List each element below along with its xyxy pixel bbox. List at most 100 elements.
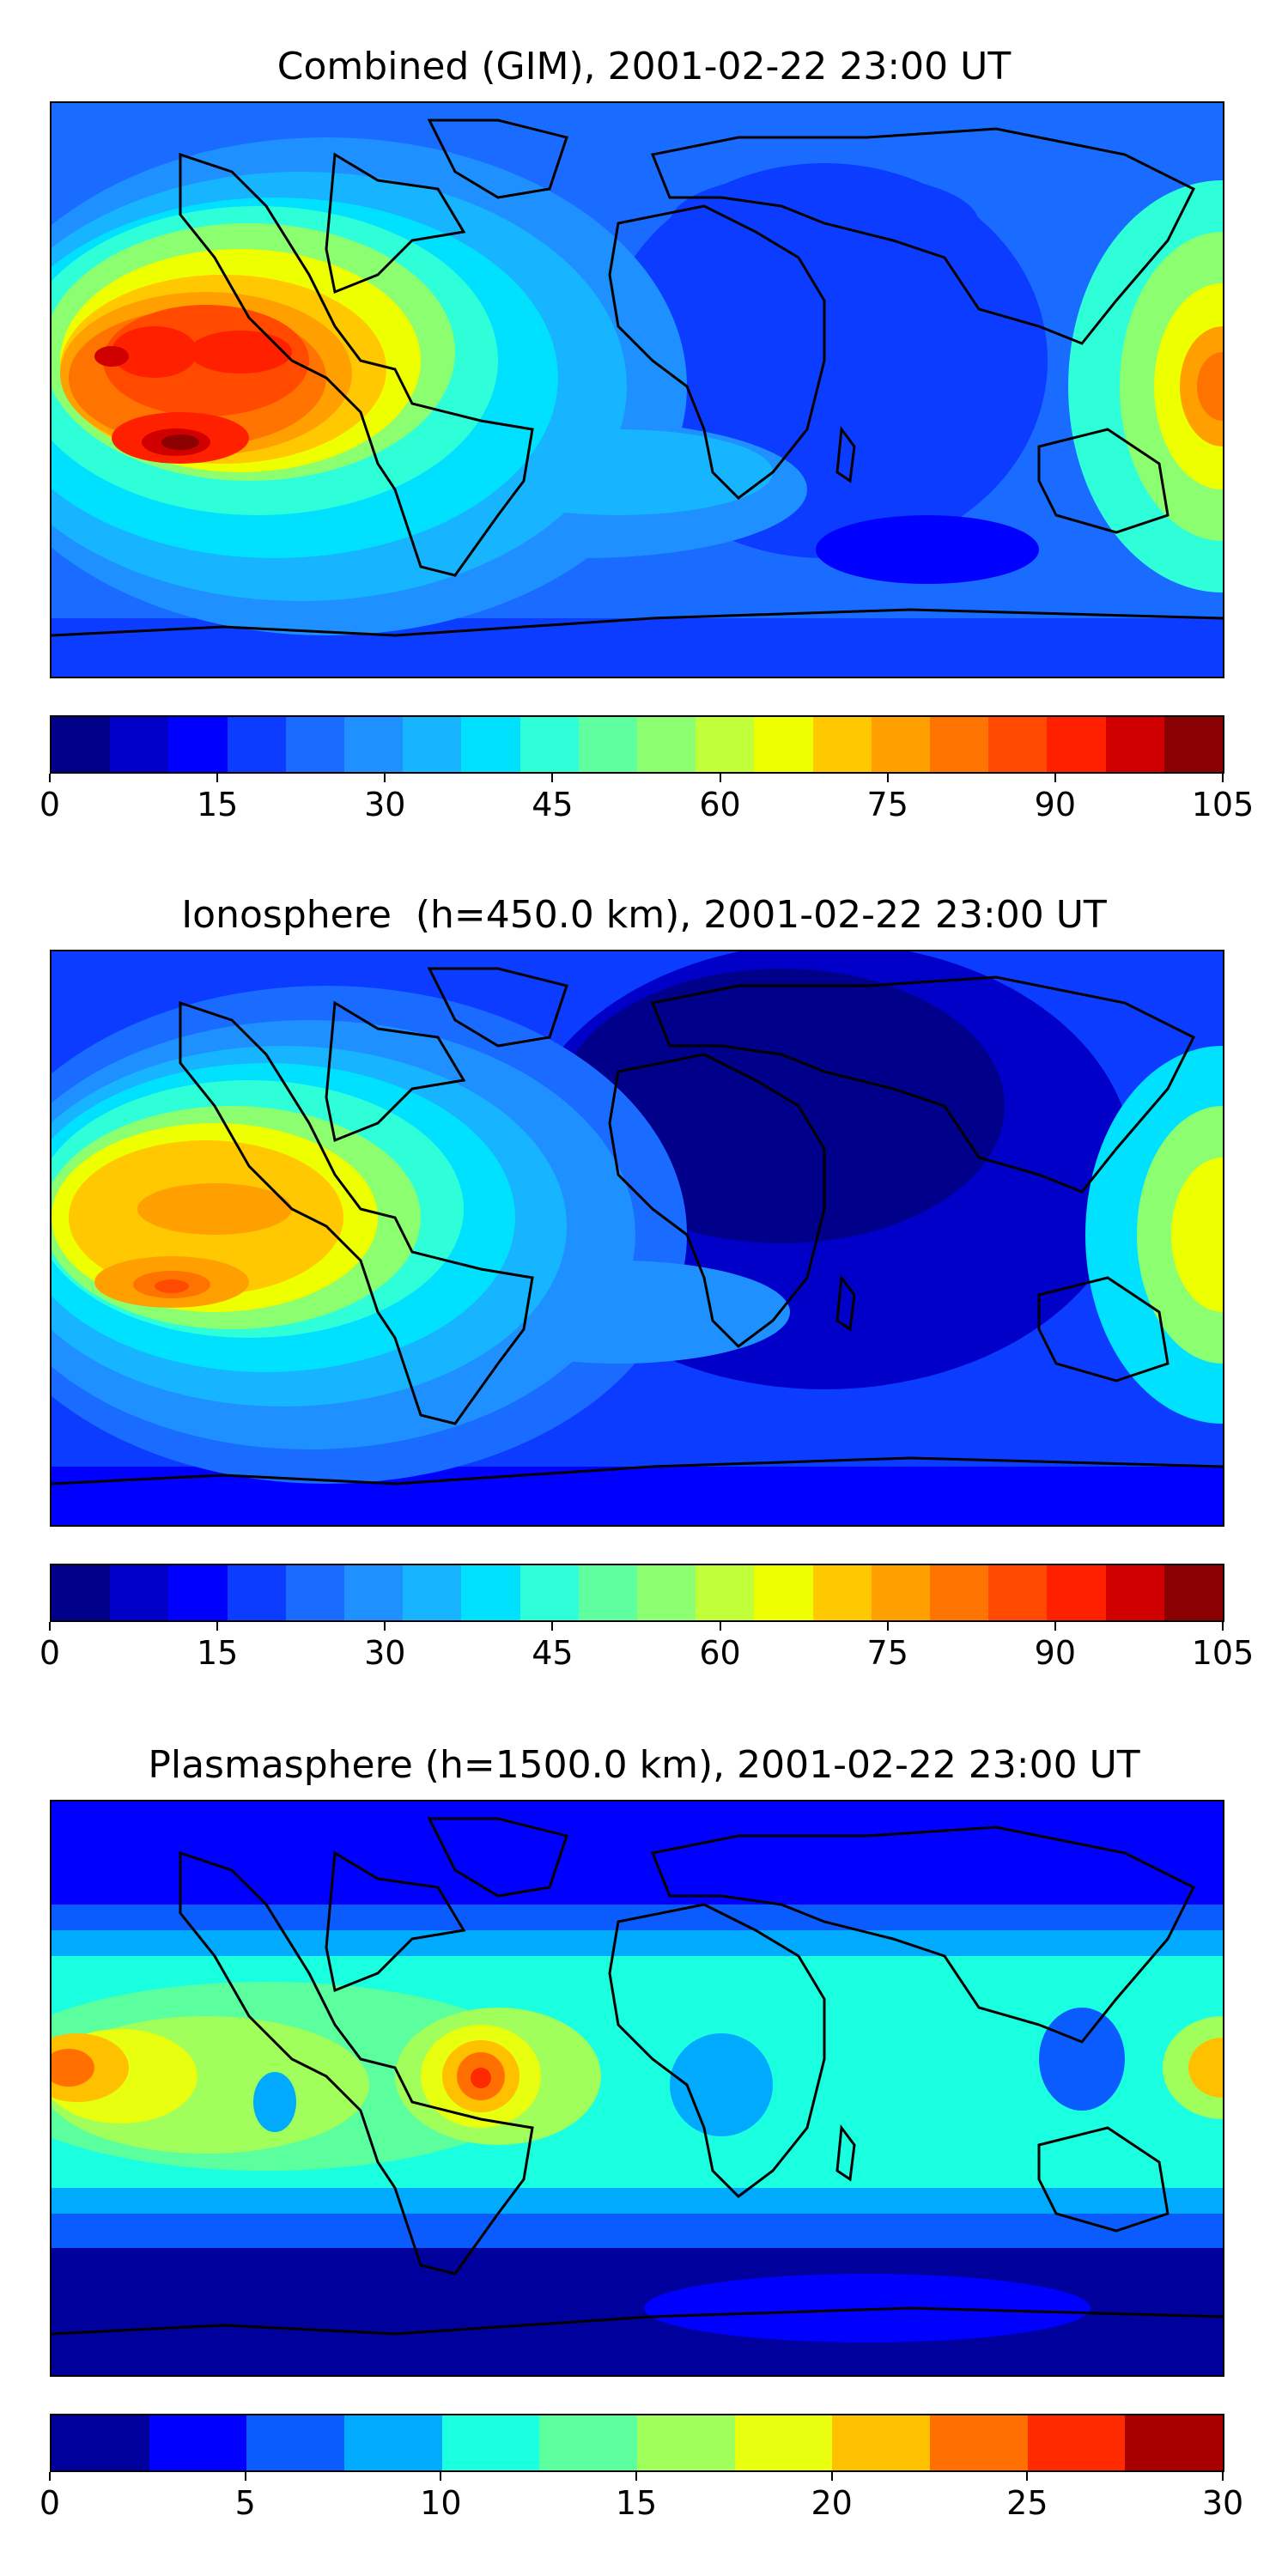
colorbar-segment bbox=[1163, 1565, 1224, 1620]
colorbar-tick-label: 45 bbox=[532, 786, 574, 823]
colorbar-tick bbox=[1054, 774, 1056, 782]
colorbar-tick bbox=[551, 1622, 554, 1631]
colorbar-tick-label: 90 bbox=[1034, 1634, 1077, 1672]
colorbar-segment bbox=[461, 717, 520, 772]
colorbar-segment bbox=[441, 2415, 540, 2470]
colorbar-tick-label: 15 bbox=[196, 786, 239, 823]
colorbar-tick-label: 0 bbox=[39, 1634, 61, 1672]
colorbar-tick bbox=[719, 774, 721, 782]
colorbar-segment bbox=[988, 1565, 1048, 1620]
colorbar-tick bbox=[1222, 2472, 1224, 2481]
colorbar-segment bbox=[285, 717, 345, 772]
panel-title-plasmasphere: Plasmasphere (h=1500.0 km), 2001-02-22 2… bbox=[148, 1743, 1140, 1787]
colorbar-tick-label: 75 bbox=[866, 786, 908, 823]
coastlines bbox=[52, 1817, 1223, 2336]
colorbar-segment bbox=[227, 1565, 286, 1620]
colorbar-tick-label: 105 bbox=[1191, 1634, 1255, 1672]
colorbar-segment bbox=[930, 2415, 1028, 2470]
colorbar-tick-label: 15 bbox=[196, 1634, 239, 1672]
panel-title-ionosphere: Ionosphere (h=450.0 km), 2001-02-22 23:0… bbox=[181, 893, 1107, 937]
colorbar-ticks-plasmasphere: 0 5 10 15 20 25 30 bbox=[39, 2472, 1243, 2522]
colorbar-tick-label: 75 bbox=[866, 1634, 908, 1672]
colorbar-segment bbox=[344, 2415, 442, 2470]
colorbar-segment bbox=[696, 1565, 755, 1620]
colorbar-segment bbox=[1163, 717, 1224, 772]
colorbar-segment bbox=[637, 1565, 696, 1620]
coastlines bbox=[52, 118, 1223, 637]
colorbar-segment bbox=[52, 1565, 111, 1620]
colorbar-segment bbox=[930, 1565, 989, 1620]
colorbar-segment bbox=[403, 1565, 462, 1620]
colorbar-segment bbox=[1047, 717, 1106, 772]
colorbar-segment bbox=[812, 1565, 872, 1620]
colorbar-tick bbox=[440, 2472, 442, 2481]
colorbar-segment bbox=[637, 717, 696, 772]
map-plasmasphere-tec bbox=[50, 1800, 1224, 2377]
colorbar-tick-label: 25 bbox=[1006, 2484, 1048, 2522]
colorbar-segment bbox=[344, 717, 404, 772]
colorbar-segment bbox=[539, 2415, 638, 2470]
colorbar-segment bbox=[168, 1565, 228, 1620]
colorbar-tick bbox=[551, 774, 554, 782]
colorbar-segment bbox=[519, 1565, 579, 1620]
colorbar-tick-label: 20 bbox=[811, 2484, 853, 2522]
colorbar-ionosphere bbox=[50, 1564, 1224, 1622]
colorbar-segment bbox=[930, 717, 989, 772]
colorbar-tick bbox=[1222, 774, 1224, 782]
colorbar-segment bbox=[1105, 1565, 1164, 1620]
colorbar-segment bbox=[1047, 1565, 1106, 1620]
contour-map-plasmasphere bbox=[52, 1801, 1223, 2375]
colorbar-tick bbox=[49, 774, 51, 782]
colorbar-segment bbox=[285, 1565, 345, 1620]
colorbar-tick-label: 90 bbox=[1034, 786, 1077, 823]
colorbar-tick bbox=[384, 1622, 386, 1631]
colorbar-tick bbox=[886, 774, 889, 782]
colorbar-segment bbox=[149, 2415, 247, 2470]
colorbar-segment bbox=[52, 717, 111, 772]
colorbar-tick bbox=[1026, 2472, 1029, 2481]
colorbar-segment bbox=[1105, 717, 1164, 772]
colorbar-segment bbox=[578, 717, 638, 772]
colorbar-tick-label: 0 bbox=[39, 786, 61, 823]
colorbar-tick bbox=[830, 2472, 833, 2481]
colorbar-tick-label: 5 bbox=[234, 2484, 256, 2522]
colorbar-segment bbox=[871, 1565, 931, 1620]
map-ionosphere-tec bbox=[50, 950, 1224, 1527]
colorbar-segment bbox=[344, 1565, 404, 1620]
colorbar-segment bbox=[168, 717, 228, 772]
colorbar-tick bbox=[886, 1622, 889, 1631]
colorbar-tick bbox=[1054, 1622, 1056, 1631]
colorbar-tick bbox=[49, 2472, 51, 2481]
colorbar-segment bbox=[227, 717, 286, 772]
colorbar-segment bbox=[832, 2415, 931, 2470]
contour-map-ionosphere bbox=[52, 951, 1223, 1525]
colorbar-segment bbox=[696, 717, 755, 772]
colorbar-segment bbox=[246, 2415, 345, 2470]
colorbar-segment bbox=[403, 717, 462, 772]
colorbar-segment bbox=[110, 717, 169, 772]
colorbar-tick-label: 15 bbox=[615, 2484, 658, 2522]
coastlines bbox=[52, 967, 1223, 1485]
colorbar-tick-label: 60 bbox=[699, 786, 741, 823]
colorbar-tick bbox=[1222, 1622, 1224, 1631]
colorbar-ticks-ionosphere: 0 15 30 45 60 75 90 105 bbox=[39, 1622, 1254, 1672]
colorbar-tick bbox=[216, 1622, 219, 1631]
colorbar-segment bbox=[110, 1565, 169, 1620]
colorbar-tick-label: 30 bbox=[364, 786, 406, 823]
colorbar-tick-label: 30 bbox=[364, 1634, 406, 1672]
colorbar-tick bbox=[635, 2472, 637, 2481]
colorbar-tick-label: 30 bbox=[1201, 2484, 1244, 2522]
colorbar-segment bbox=[52, 2415, 149, 2470]
colorbar-segment bbox=[754, 717, 813, 772]
map-combined-tec bbox=[50, 101, 1224, 678]
colorbar-segment bbox=[519, 717, 579, 772]
colorbar-ticks-combined: 0 15 30 45 60 75 90 105 bbox=[39, 774, 1254, 823]
panel-title-combined: Combined (GIM), 2001-02-22 23:00 UT bbox=[276, 45, 1012, 88]
colorbar-segment bbox=[734, 2415, 833, 2470]
colorbar-segment bbox=[637, 2415, 735, 2470]
colorbar-tick bbox=[49, 1622, 51, 1631]
colorbar-segment bbox=[578, 1565, 638, 1620]
colorbar-tick-label: 10 bbox=[420, 2484, 462, 2522]
colorbar-tick-label: 0 bbox=[39, 2484, 61, 2522]
colorbar-tick-label: 105 bbox=[1191, 786, 1255, 823]
